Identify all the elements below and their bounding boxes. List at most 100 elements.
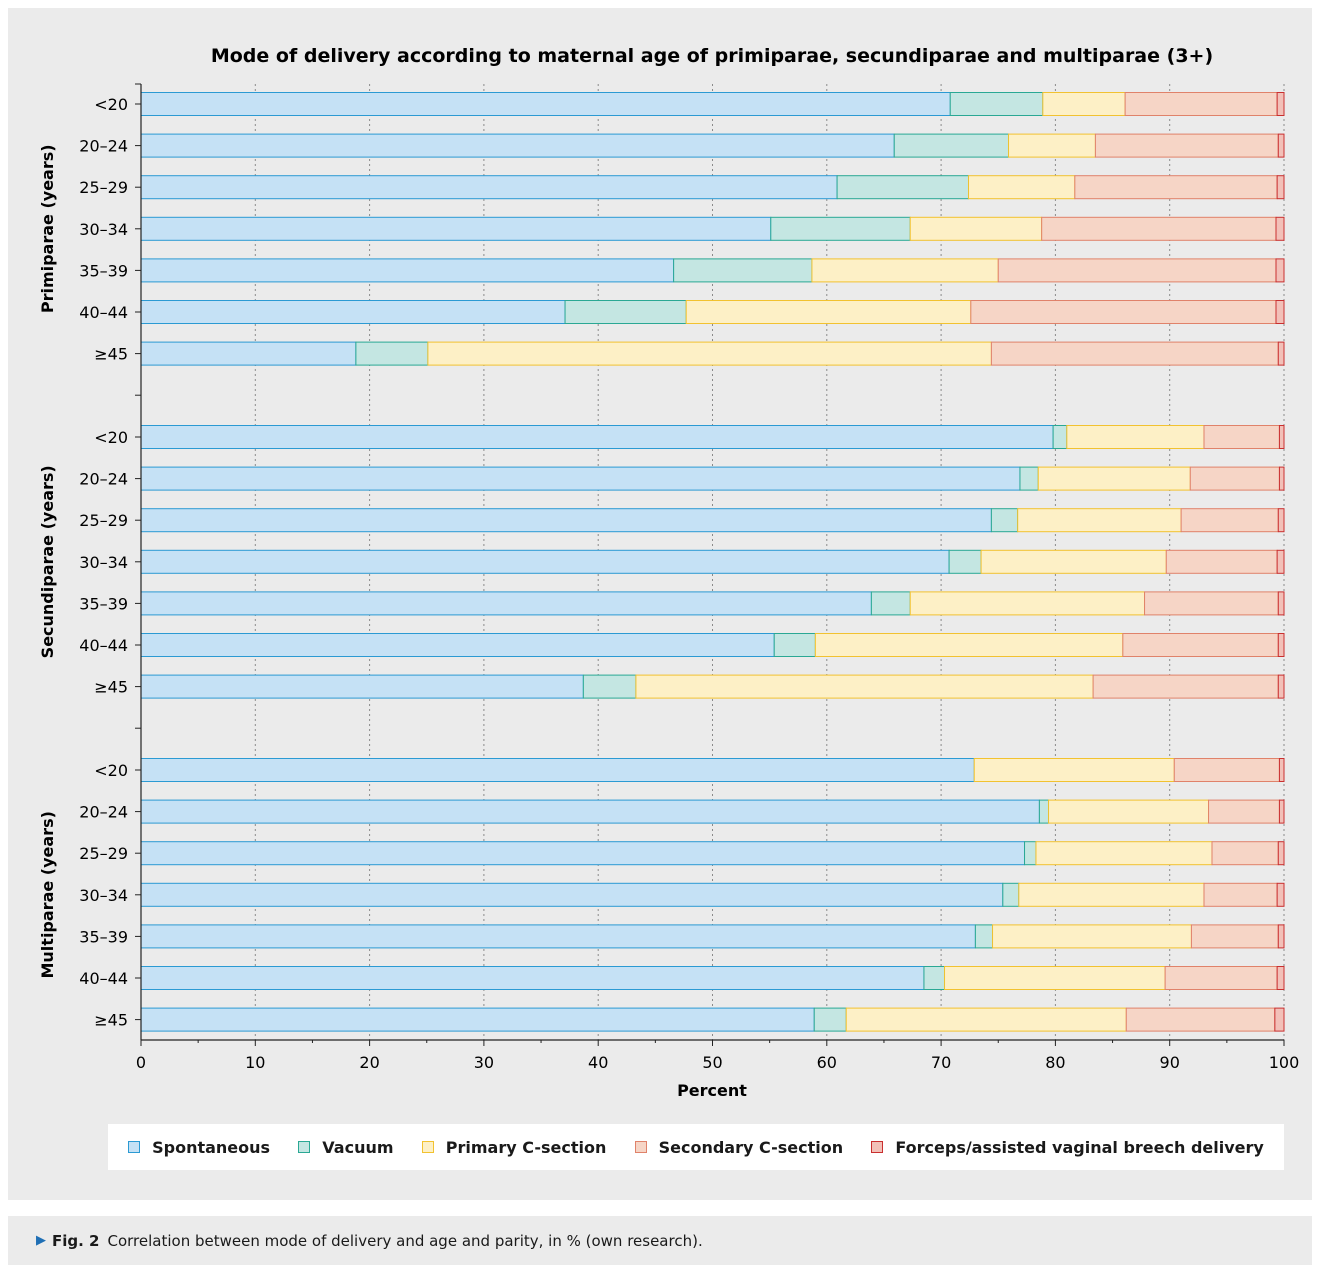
bar-segment-vacuum	[949, 92, 1044, 116]
x-tick-label: 50	[702, 1053, 722, 1072]
y-tick-label: <20	[94, 428, 128, 447]
legend-swatch-primary-c-section	[421, 1141, 434, 1153]
bar-segment-vacuum	[870, 591, 911, 616]
stacked-bar-chart: Mode of delivery according to maternal a…	[38, 45, 1300, 1100]
y-tick-label: <20	[94, 95, 128, 114]
chart-title: Mode of delivery according to maternal a…	[211, 45, 1213, 67]
legend-swatch-vacuum	[298, 1141, 311, 1153]
bar-segment-spontaneous	[140, 674, 584, 699]
legend-label-vacuum: Vacuum	[322, 1137, 394, 1157]
bar-segment-secondary	[1211, 841, 1279, 866]
x-tick-label: 30	[474, 1053, 494, 1072]
legend-item-vacuum: Vacuum	[298, 1137, 394, 1157]
y-tick-label: <20	[94, 761, 128, 780]
x-tick-label: 80	[1045, 1053, 1065, 1072]
figure-caption-text: Correlation between mode of delivery and…	[107, 1231, 703, 1250]
bar-segment-forceps	[1277, 591, 1285, 616]
y-tick-label: 20–24	[79, 470, 128, 489]
bar-segment-secondary	[1203, 425, 1280, 449]
bar-segment-primary	[1066, 425, 1205, 449]
bar-segment-forceps	[1277, 341, 1285, 366]
axes: <20 20–24 25–29 30–34 35–39 40–44 ≥45 Primipara…	[38, 83, 1300, 1072]
bar-segment-primary	[980, 549, 1167, 574]
bar-segment-vacuum	[564, 300, 687, 324]
bar-segment-forceps	[1276, 549, 1285, 574]
bar-segment-vacuum	[1052, 425, 1068, 449]
y-tick-label: 20–24	[79, 803, 128, 822]
bar-segment-spontaneous	[140, 882, 1004, 907]
bar-segment-primary	[973, 758, 1175, 782]
bar-segment-vacuum	[990, 508, 1019, 533]
bar-segment-primary	[992, 924, 1192, 949]
bar-segment-spontaneous	[140, 508, 992, 533]
bar-segment-vacuum	[836, 175, 970, 200]
bar-segment-spontaneous	[140, 133, 895, 158]
bar-segment-spontaneous	[140, 841, 1026, 866]
y-tick-label: 35–39	[79, 927, 128, 946]
bar-segment-secondary	[1041, 216, 1277, 241]
bar-segment-secondary	[1074, 175, 1278, 200]
legend-label-forceps: Forceps/assisted vaginal breech delivery	[895, 1137, 1264, 1157]
bar-segment-spontaneous	[140, 549, 950, 574]
bar-segment-secondary	[1164, 966, 1278, 990]
bar-segment-secondary	[1180, 508, 1279, 533]
bar-segment-forceps	[1278, 799, 1285, 824]
bar-segment-primary	[1018, 882, 1205, 907]
group-label: Primiparae (years)	[38, 144, 57, 313]
bar-segment-secondary	[997, 258, 1277, 283]
bar-segment-secondary	[1092, 674, 1279, 699]
legend-swatch-forceps	[871, 1141, 884, 1153]
legend-item-primary-c-section: Primary C-section	[421, 1138, 606, 1157]
bar-segment-forceps	[1277, 508, 1285, 533]
bar-segment-forceps	[1275, 300, 1285, 324]
bar-segment-secondary	[990, 341, 1279, 366]
bar-segment-primary	[811, 258, 999, 283]
bar-segment-primary	[1048, 799, 1210, 824]
bar-segment-forceps	[1277, 841, 1285, 866]
bar-segment-forceps	[1278, 466, 1285, 491]
bar-segment-primary	[909, 216, 1043, 241]
bar-segment-primary	[1037, 466, 1191, 491]
bar-segment-primary	[968, 175, 1076, 200]
bar-segment-forceps	[1278, 425, 1285, 449]
bar-segment-primary	[845, 1007, 1127, 1032]
bar-segment-secondary	[1165, 549, 1278, 574]
y-tick-label: 40–44	[79, 969, 128, 988]
bar-segment-vacuum	[582, 674, 637, 699]
bar-segment-spontaneous	[140, 92, 951, 116]
bar-segment-vacuum	[1038, 799, 1050, 824]
x-tick-label: 40	[588, 1053, 608, 1072]
y-tick-label: 40–44	[79, 303, 128, 322]
bar-segment-primary	[635, 674, 1094, 699]
bar-segment-primary	[427, 341, 992, 366]
bar-segment-secondary	[1173, 758, 1280, 782]
bar-segment-spontaneous	[140, 216, 772, 241]
y-tick-label: 30–34	[79, 553, 128, 572]
bar-segment-secondary	[1190, 924, 1279, 949]
legend-item-secondary-c-section: Secondary C-section	[634, 1138, 843, 1157]
bar-segment-secondary	[1203, 882, 1278, 907]
bar-segment-secondary	[1124, 92, 1278, 116]
x-tick-label: 100	[1269, 1053, 1300, 1072]
bar-segment-spontaneous	[140, 966, 925, 990]
bar-segment-vacuum	[893, 133, 1010, 158]
bar-segment-spontaneous	[140, 799, 1040, 824]
bar-segment-primary	[685, 300, 972, 324]
bar-segment-forceps	[1276, 92, 1285, 116]
bars	[140, 92, 1285, 1032]
bar-segment-spontaneous	[140, 633, 775, 657]
group-label: Secundiparae (years)	[38, 465, 57, 658]
y-tick-label: 40–44	[79, 636, 128, 655]
bar-segment-vacuum	[1019, 466, 1039, 491]
bar-segment-vacuum	[355, 341, 429, 366]
bar-segment-forceps	[1276, 966, 1285, 990]
y-tick-label: 35–39	[79, 594, 128, 613]
bar-segment-forceps	[1277, 133, 1285, 158]
y-tick-label: 25–29	[79, 844, 128, 863]
bar-segment-secondary	[1144, 591, 1279, 616]
bar-segment-secondary	[1094, 133, 1279, 158]
bar-segment-vacuum	[1002, 882, 1020, 907]
bar-segment-primary	[1017, 508, 1182, 533]
y-tick-label: 30–34	[79, 886, 128, 905]
bar-segment-forceps	[1278, 758, 1285, 782]
